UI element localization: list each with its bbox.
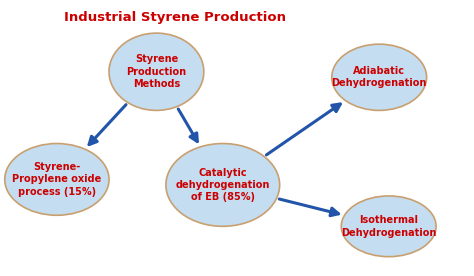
Ellipse shape (5, 144, 109, 215)
Text: Catalytic
dehydrogenation
of EB (85%): Catalytic dehydrogenation of EB (85%) (175, 168, 270, 202)
Text: Adiabatic
Dehydrogenation: Adiabatic Dehydrogenation (331, 66, 427, 89)
Text: Isothermal
Dehydrogenation: Isothermal Dehydrogenation (341, 215, 437, 238)
Text: Styrene-
Propylene oxide
process (15%): Styrene- Propylene oxide process (15%) (12, 162, 101, 197)
Ellipse shape (332, 44, 427, 110)
Ellipse shape (166, 144, 280, 226)
Ellipse shape (109, 33, 204, 110)
Ellipse shape (341, 196, 436, 257)
Text: Styrene
Production
Methods: Styrene Production Methods (127, 54, 186, 89)
Text: Industrial Styrene Production: Industrial Styrene Production (64, 11, 286, 24)
